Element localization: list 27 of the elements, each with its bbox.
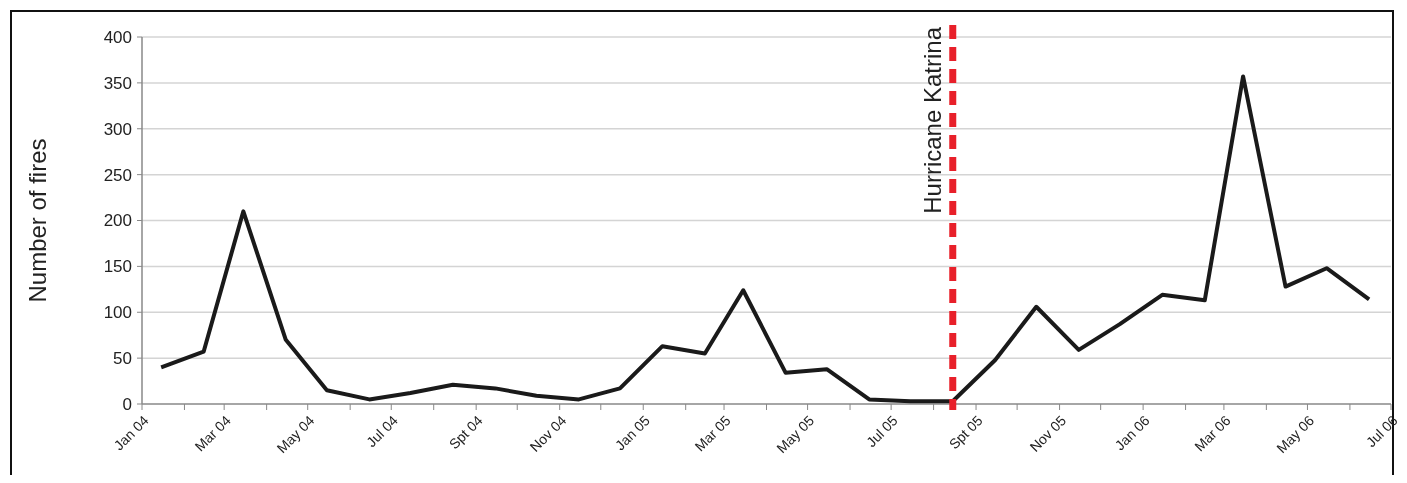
x-tick-label: Nov 04 xyxy=(526,412,570,455)
y-tick-label: 350 xyxy=(103,73,132,93)
y-tick-label: 0 xyxy=(122,394,132,414)
x-tick-label: Jan 04 xyxy=(110,412,152,454)
x-tick-label: Jan 06 xyxy=(1111,412,1153,454)
x-tick-label: Nov 05 xyxy=(1026,412,1070,455)
y-tick-label: 100 xyxy=(103,303,132,323)
y-tick-label: 150 xyxy=(103,257,132,277)
y-axis-title: Number of fires xyxy=(24,138,51,303)
x-tick-label: May 06 xyxy=(1273,412,1318,457)
x-tick-label: Spt 05 xyxy=(945,412,986,453)
x-tick-label: Mar 06 xyxy=(1191,412,1234,455)
x-tick-label: Jul 05 xyxy=(862,412,901,450)
x-tick-label: Jan 05 xyxy=(611,412,653,454)
x-tick-label: Mar 05 xyxy=(691,412,734,455)
y-tick-label: 300 xyxy=(103,119,132,139)
x-tick-label: May 04 xyxy=(273,412,318,457)
y-tick-label: 250 xyxy=(103,165,132,185)
x-tick-label: Jul 06 xyxy=(1362,412,1401,450)
x-tick-label: Mar 04 xyxy=(191,412,234,455)
y-tick-label: 50 xyxy=(113,349,132,369)
y-tick-label: 200 xyxy=(103,211,132,231)
x-tick-label: May 05 xyxy=(773,412,818,457)
x-tick-label: Jul 04 xyxy=(363,412,401,450)
x-tick-label: Spt 04 xyxy=(445,412,486,453)
y-tick-label: 400 xyxy=(103,27,132,47)
ref-line-label: Hurricane Katrina xyxy=(918,26,946,214)
